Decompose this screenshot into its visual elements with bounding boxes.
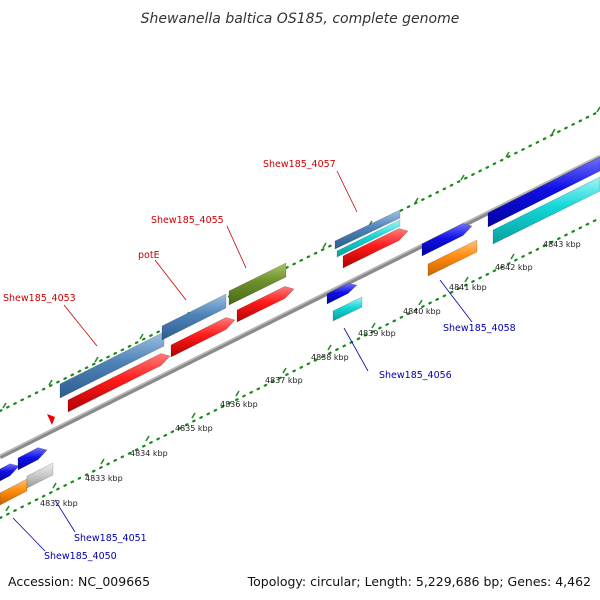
label-shew185-4053[interactable]: Shew185_4053	[3, 293, 76, 304]
tick-label: 4832 kbp	[40, 499, 78, 508]
gene-block-left-blue-2[interactable]	[17, 447, 48, 471]
accession-text: Accession: NC_009665	[8, 574, 150, 589]
tick-label: 4840 kbp	[403, 307, 441, 316]
tick-label: 4833 kbp	[85, 474, 123, 483]
gene-block-left-gray[interactable]	[26, 462, 54, 489]
tick-label: 4834 kbp	[130, 449, 168, 458]
lower-tick-track	[0, 216, 600, 520]
gene-block-shew185-4058-blue[interactable]	[421, 223, 473, 257]
gene-block-red-2[interactable]	[170, 317, 236, 358]
gene-block-shew185-4057-top[interactable]	[334, 209, 401, 250]
gene-block-shew185-4056-blue[interactable]	[326, 283, 358, 305]
gene-block-red-3[interactable]	[236, 286, 295, 323]
label-pote[interactable]: potE	[138, 250, 160, 261]
red-marker-icon	[47, 414, 55, 425]
gene-block-pote-top[interactable]	[161, 293, 227, 341]
tick-label: 4842 kbp	[495, 263, 533, 272]
tick-label: 4841 kbp	[449, 283, 487, 292]
tick-label: 4843 kbp	[543, 240, 581, 249]
genome-backbone-highlight	[0, 155, 600, 456]
gene-block-shew185-4055-top[interactable]	[228, 262, 287, 306]
gene-block-shew185-4056-cyan[interactable]	[332, 296, 363, 322]
gene-block-right-blue[interactable]	[487, 156, 600, 228]
feature-layer	[0, 156, 600, 506]
label-shew185-4058[interactable]: Shew185_4058	[443, 323, 516, 334]
label-shew185-4050[interactable]: Shew185_4050	[44, 551, 117, 562]
tick-label: 4837 kbp	[265, 376, 303, 385]
tick-label: 4835 kbp	[175, 424, 213, 433]
label-shew185-4051[interactable]: Shew185_4051	[74, 533, 147, 544]
upper-tick-track	[0, 109, 600, 413]
summary-text: Topology: circular; Length: 5,229,686 bp…	[247, 574, 591, 589]
label-shew185-4056[interactable]: Shew185_4056	[379, 370, 452, 381]
gene-block-right-cyan[interactable]	[492, 176, 600, 245]
label-connectors	[12, 170, 473, 552]
map-title: Shewanella baltica OS185, complete genom…	[141, 11, 460, 27]
gene-block-red-1[interactable]	[67, 353, 171, 413]
label-shew185-4055[interactable]: Shew185_4055	[151, 215, 224, 226]
tick-label: 4839 kbp	[358, 329, 396, 338]
gene-block-shew185-4057-cyan[interactable]	[336, 219, 401, 258]
tick-label: 4836 kbp	[220, 400, 258, 409]
gene-block-left-blue-1[interactable]	[0, 463, 20, 482]
label-shew185-4057[interactable]: Shew185_4057	[263, 159, 336, 170]
gene-block-red-4[interactable]	[342, 228, 409, 269]
tick-label: 4838 kbp	[311, 353, 349, 362]
gene-block-left-orange[interactable]	[0, 478, 28, 506]
gene-block-shew185-4058-orange[interactable]	[427, 239, 478, 277]
